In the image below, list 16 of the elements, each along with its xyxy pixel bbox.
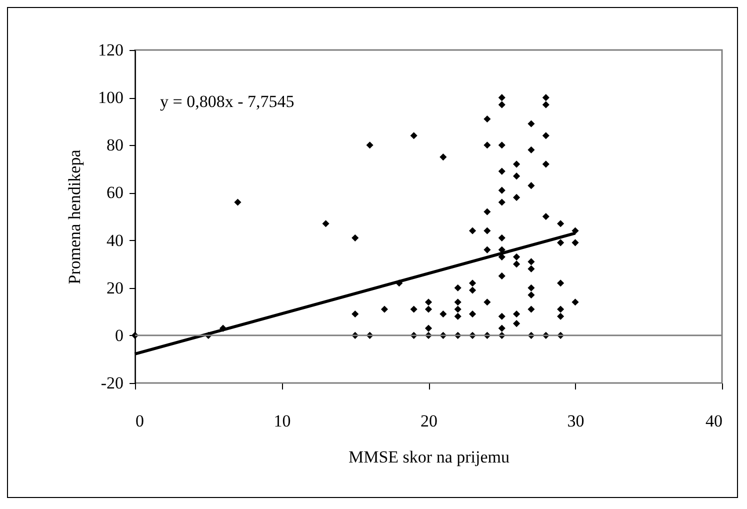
annotation: y = 0,808x - 7,7545 <box>160 92 294 111</box>
y-tick-label: 60 <box>106 183 124 202</box>
x-tick-label: 20 <box>420 412 438 430</box>
y-axis-title: Promena hendikepa <box>65 149 84 284</box>
x-tick-label: 0 <box>136 412 144 430</box>
y-tick-label: 100 <box>98 88 124 108</box>
y-tick-label: 40 <box>106 230 124 250</box>
x-tick-label: 30 <box>567 412 584 430</box>
y-tick-label: 0 <box>115 326 124 345</box>
x-tick-label: 10 <box>274 412 291 430</box>
y-tick-label: -20 <box>100 374 124 392</box>
y-tick-label: 80 <box>106 136 124 155</box>
y-tick-label: 20 <box>106 278 124 298</box>
x-axis-title: MMSE skor na prijemu <box>348 448 510 466</box>
y-tick-label: 120 <box>98 40 124 60</box>
x-tick-label: 40 <box>706 412 722 430</box>
